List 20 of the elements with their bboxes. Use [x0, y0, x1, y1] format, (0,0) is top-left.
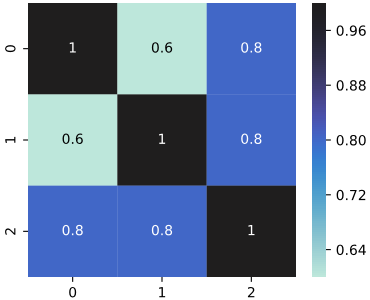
color-bar-label: 0.80 [336, 134, 366, 146]
color-bar-label: 0.64 [336, 244, 366, 256]
color-bar-label: 0.88 [336, 80, 366, 91]
x-tick-label: 2 [248, 286, 254, 298]
x-tick-label: 1 [159, 287, 166, 298]
y-tick-label: 1 [5, 136, 16, 143]
data-label: 0.8 [62, 224, 83, 236]
x-tick-label: 0 [69, 286, 76, 298]
color-bar-label: 0.96 [336, 25, 366, 36]
y-tick-label: 0 [5, 45, 16, 52]
data-label: 0.8 [241, 134, 262, 144]
data-label: 1 [248, 225, 254, 236]
data-label: 1 [159, 134, 166, 144]
data-label: 0.6 [152, 42, 172, 53]
data-label: 0.8 [152, 224, 172, 236]
color-bar-label: 0.72 [336, 190, 366, 200]
data-label: 0.6 [62, 134, 83, 144]
y-tick-label: 2 [5, 228, 16, 235]
data-label: 0.8 [241, 42, 262, 53]
data-label: 1 [70, 42, 76, 52]
